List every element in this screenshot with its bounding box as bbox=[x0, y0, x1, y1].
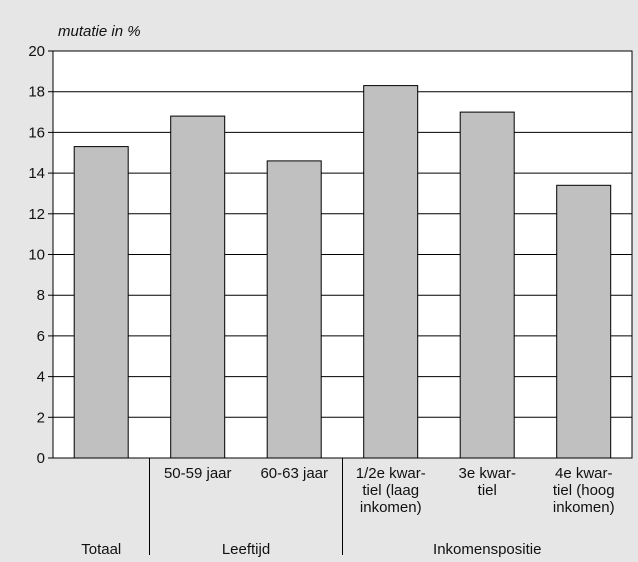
y-axis-label: mutatie in % bbox=[58, 23, 141, 40]
y-tick-label: 12 bbox=[28, 206, 45, 223]
y-tick-label: 18 bbox=[28, 84, 45, 101]
y-ticks: 0 2 4 6 8 10 12 14 16 18 20 bbox=[28, 43, 53, 467]
y-tick-label: 4 bbox=[37, 369, 45, 386]
group-labels: Totaal Leeftijd Inkomenspositie bbox=[81, 458, 541, 558]
bar bbox=[363, 85, 419, 459]
y-tick-label: 10 bbox=[28, 247, 45, 264]
bar bbox=[170, 115, 226, 459]
y-tick-label: 20 bbox=[28, 43, 45, 60]
bars bbox=[73, 85, 612, 459]
bar bbox=[73, 146, 129, 459]
y-tick-label: 8 bbox=[37, 287, 45, 304]
category-label: 50-59 jaar bbox=[164, 465, 232, 482]
category-labels: 50-59 jaar 60-63 jaar 1/2e kwar-tiel (laag… bbox=[164, 465, 615, 516]
bar bbox=[459, 111, 515, 459]
group-label: Totaal bbox=[81, 541, 121, 558]
y-tick-label: 0 bbox=[37, 450, 45, 467]
category-label: 1/2e kwar-tiel (laag inkomen) bbox=[356, 465, 426, 516]
category-label: 60-63 jaar bbox=[260, 465, 328, 482]
y-tick-label: 16 bbox=[28, 124, 45, 141]
bar bbox=[266, 160, 322, 459]
y-tick-label: 2 bbox=[37, 409, 45, 426]
y-tick-label: 14 bbox=[28, 165, 45, 182]
y-tick-label: 6 bbox=[37, 328, 45, 345]
bar bbox=[556, 184, 612, 459]
group-label: Leeftijd bbox=[222, 541, 270, 558]
group-label: Inkomenspositie bbox=[433, 541, 541, 558]
category-label: 3e kwar-tiel bbox=[458, 465, 516, 499]
category-label: 4e kwar-tiel (hoog inkomen) bbox=[553, 465, 615, 516]
